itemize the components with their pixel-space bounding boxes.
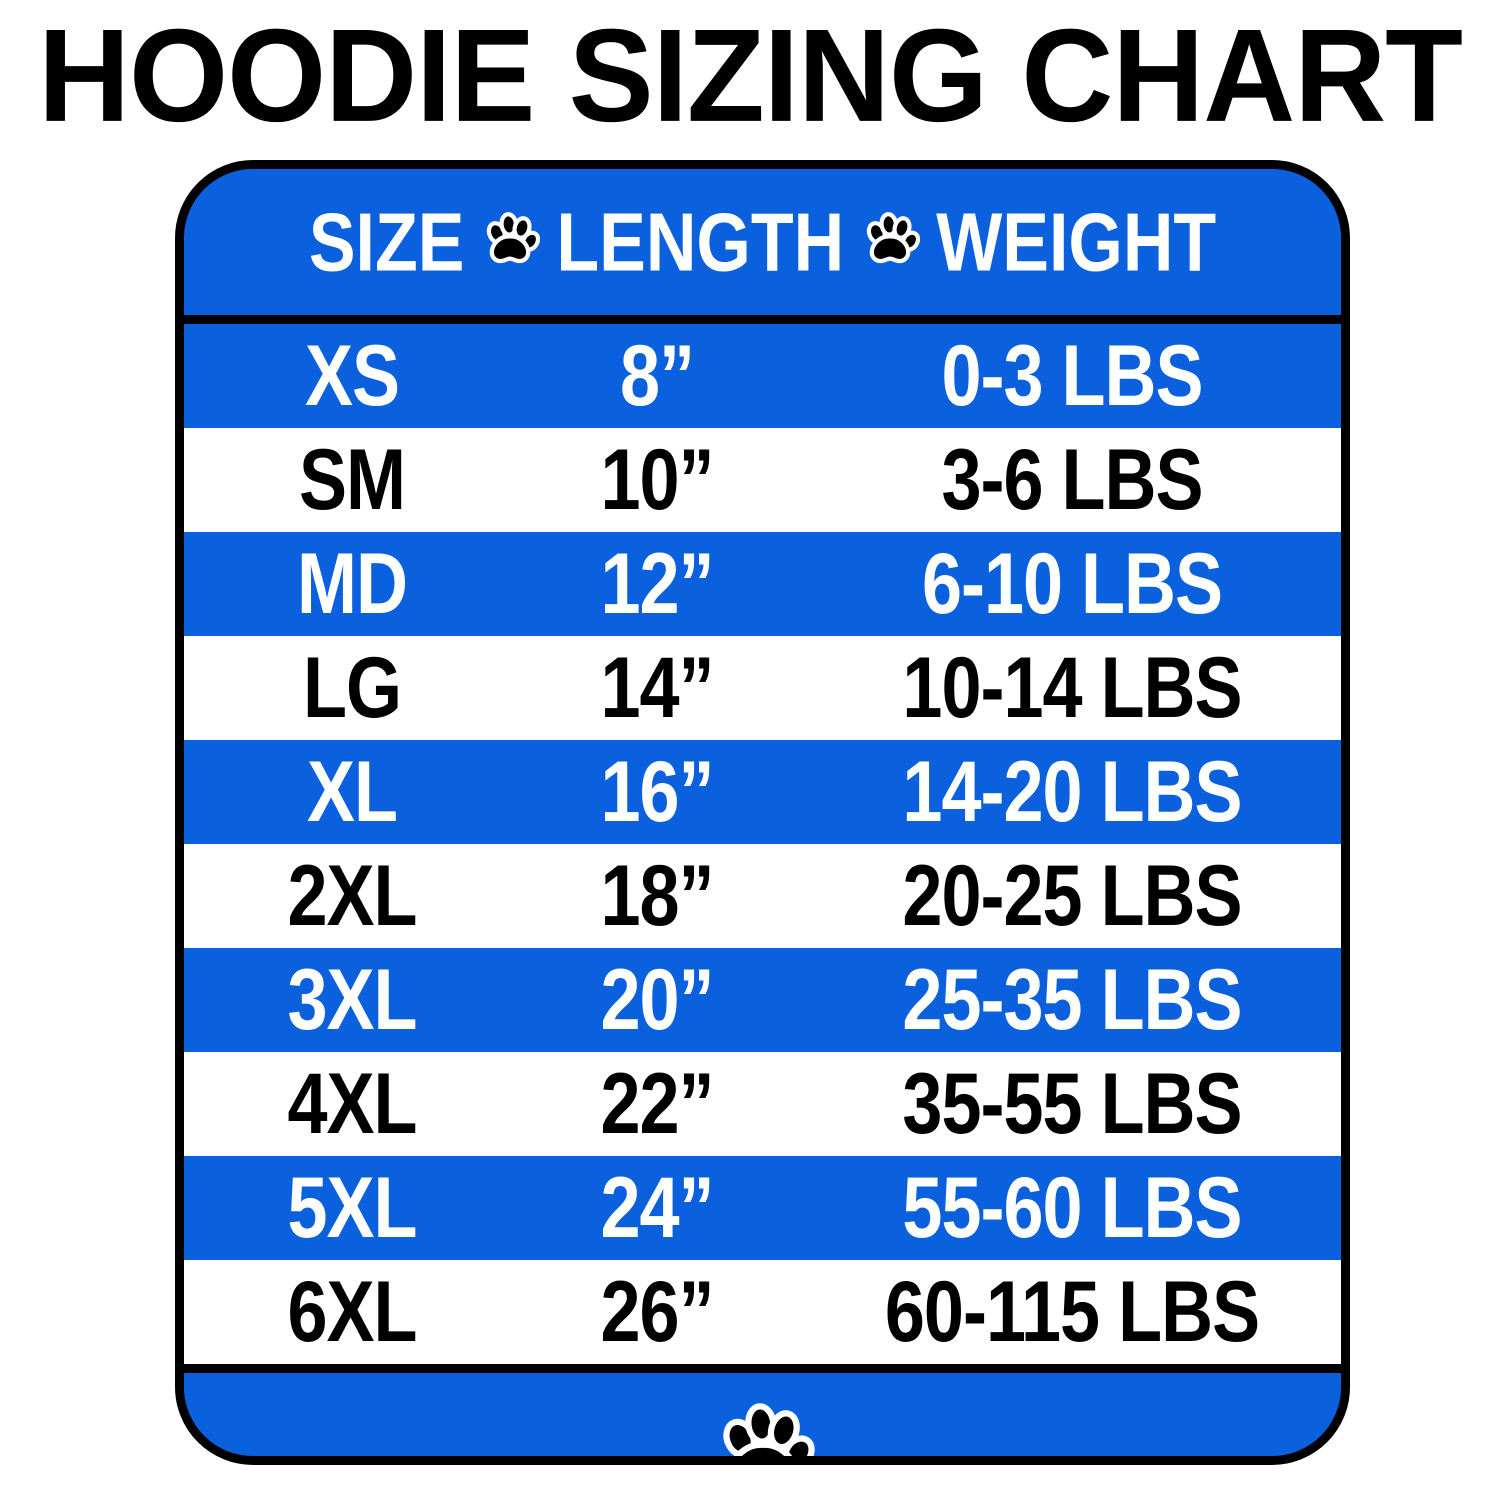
table-row: 6XL 26” 60-115 LBS: [184, 1260, 1341, 1364]
cell-length: 10”: [600, 432, 714, 528]
cell-length: 20”: [600, 952, 714, 1048]
cell-length: 24”: [600, 1160, 714, 1256]
cell-length: 16”: [600, 744, 714, 840]
cell-weight: 20-25 LBS: [902, 848, 1242, 944]
cell-size: XS: [304, 328, 400, 424]
table-row: XL 16” 14-20 LBS: [184, 740, 1341, 844]
sizing-chart-card: SIZE LENGTH: [175, 160, 1350, 1465]
cell-weight: 35-55 LBS: [902, 1056, 1242, 1152]
column-header-weight: WEIGHT: [936, 195, 1217, 289]
table-row: 5XL 24” 55-60 LBS: [184, 1156, 1341, 1260]
cell-weight: 10-14 LBS: [902, 640, 1242, 736]
column-header-length: LENGTH: [556, 195, 845, 289]
cell-length: 18”: [600, 848, 714, 944]
page-title: HOODIE SIZING CHART: [38, 2, 1463, 150]
table-row: 2XL 18” 20-25 LBS: [184, 844, 1341, 948]
cell-size: 4XL: [287, 1056, 417, 1152]
cell-length: 22”: [600, 1056, 714, 1152]
table-row: SM 10” 3-6 LBS: [184, 428, 1341, 532]
cell-size: MD: [297, 536, 408, 632]
cell-length: 8”: [619, 328, 695, 424]
paw-print-icon: [480, 210, 541, 270]
paw-print-icon: [860, 210, 921, 270]
cell-size: SM: [299, 432, 406, 528]
cell-length: 12”: [600, 536, 714, 632]
cell-weight: 55-60 LBS: [902, 1160, 1242, 1256]
cell-length: 26”: [600, 1264, 714, 1360]
table-row: XS 8” 0-3 LBS: [184, 324, 1341, 428]
cell-weight: 14-20 LBS: [902, 744, 1242, 840]
table-header-row: SIZE LENGTH: [184, 169, 1341, 324]
cell-size: 2XL: [287, 848, 417, 944]
cell-length: 14”: [600, 640, 714, 736]
cell-weight: 25-35 LBS: [902, 952, 1242, 1048]
table-body: XS 8” 0-3 LBS SM 10” 3-6 LBS MD 12” 6-10 LBS LG 14…: [184, 324, 1341, 1364]
table-row: MD 12” 6-10 LBS: [184, 532, 1341, 636]
table-footer: [184, 1364, 1341, 1456]
cell-size: XL: [306, 744, 398, 840]
table-row: 4XL 22” 35-55 LBS: [184, 1052, 1341, 1156]
table-row: LG 14” 10-14 LBS: [184, 636, 1341, 740]
paw-print-icon: [711, 1399, 815, 1456]
cell-size: 5XL: [287, 1160, 417, 1256]
cell-weight: 6-10 LBS: [921, 536, 1223, 632]
cell-weight: 0-3 LBS: [941, 328, 1203, 424]
table-row: 3XL 20” 25-35 LBS: [184, 948, 1341, 1052]
cell-size: 3XL: [287, 952, 417, 1048]
cell-weight: 3-6 LBS: [941, 432, 1203, 528]
column-header-size: SIZE: [308, 195, 465, 289]
cell-size: 6XL: [287, 1264, 417, 1360]
cell-weight: 60-115 LBS: [884, 1264, 1260, 1360]
cell-size: LG: [303, 640, 402, 736]
